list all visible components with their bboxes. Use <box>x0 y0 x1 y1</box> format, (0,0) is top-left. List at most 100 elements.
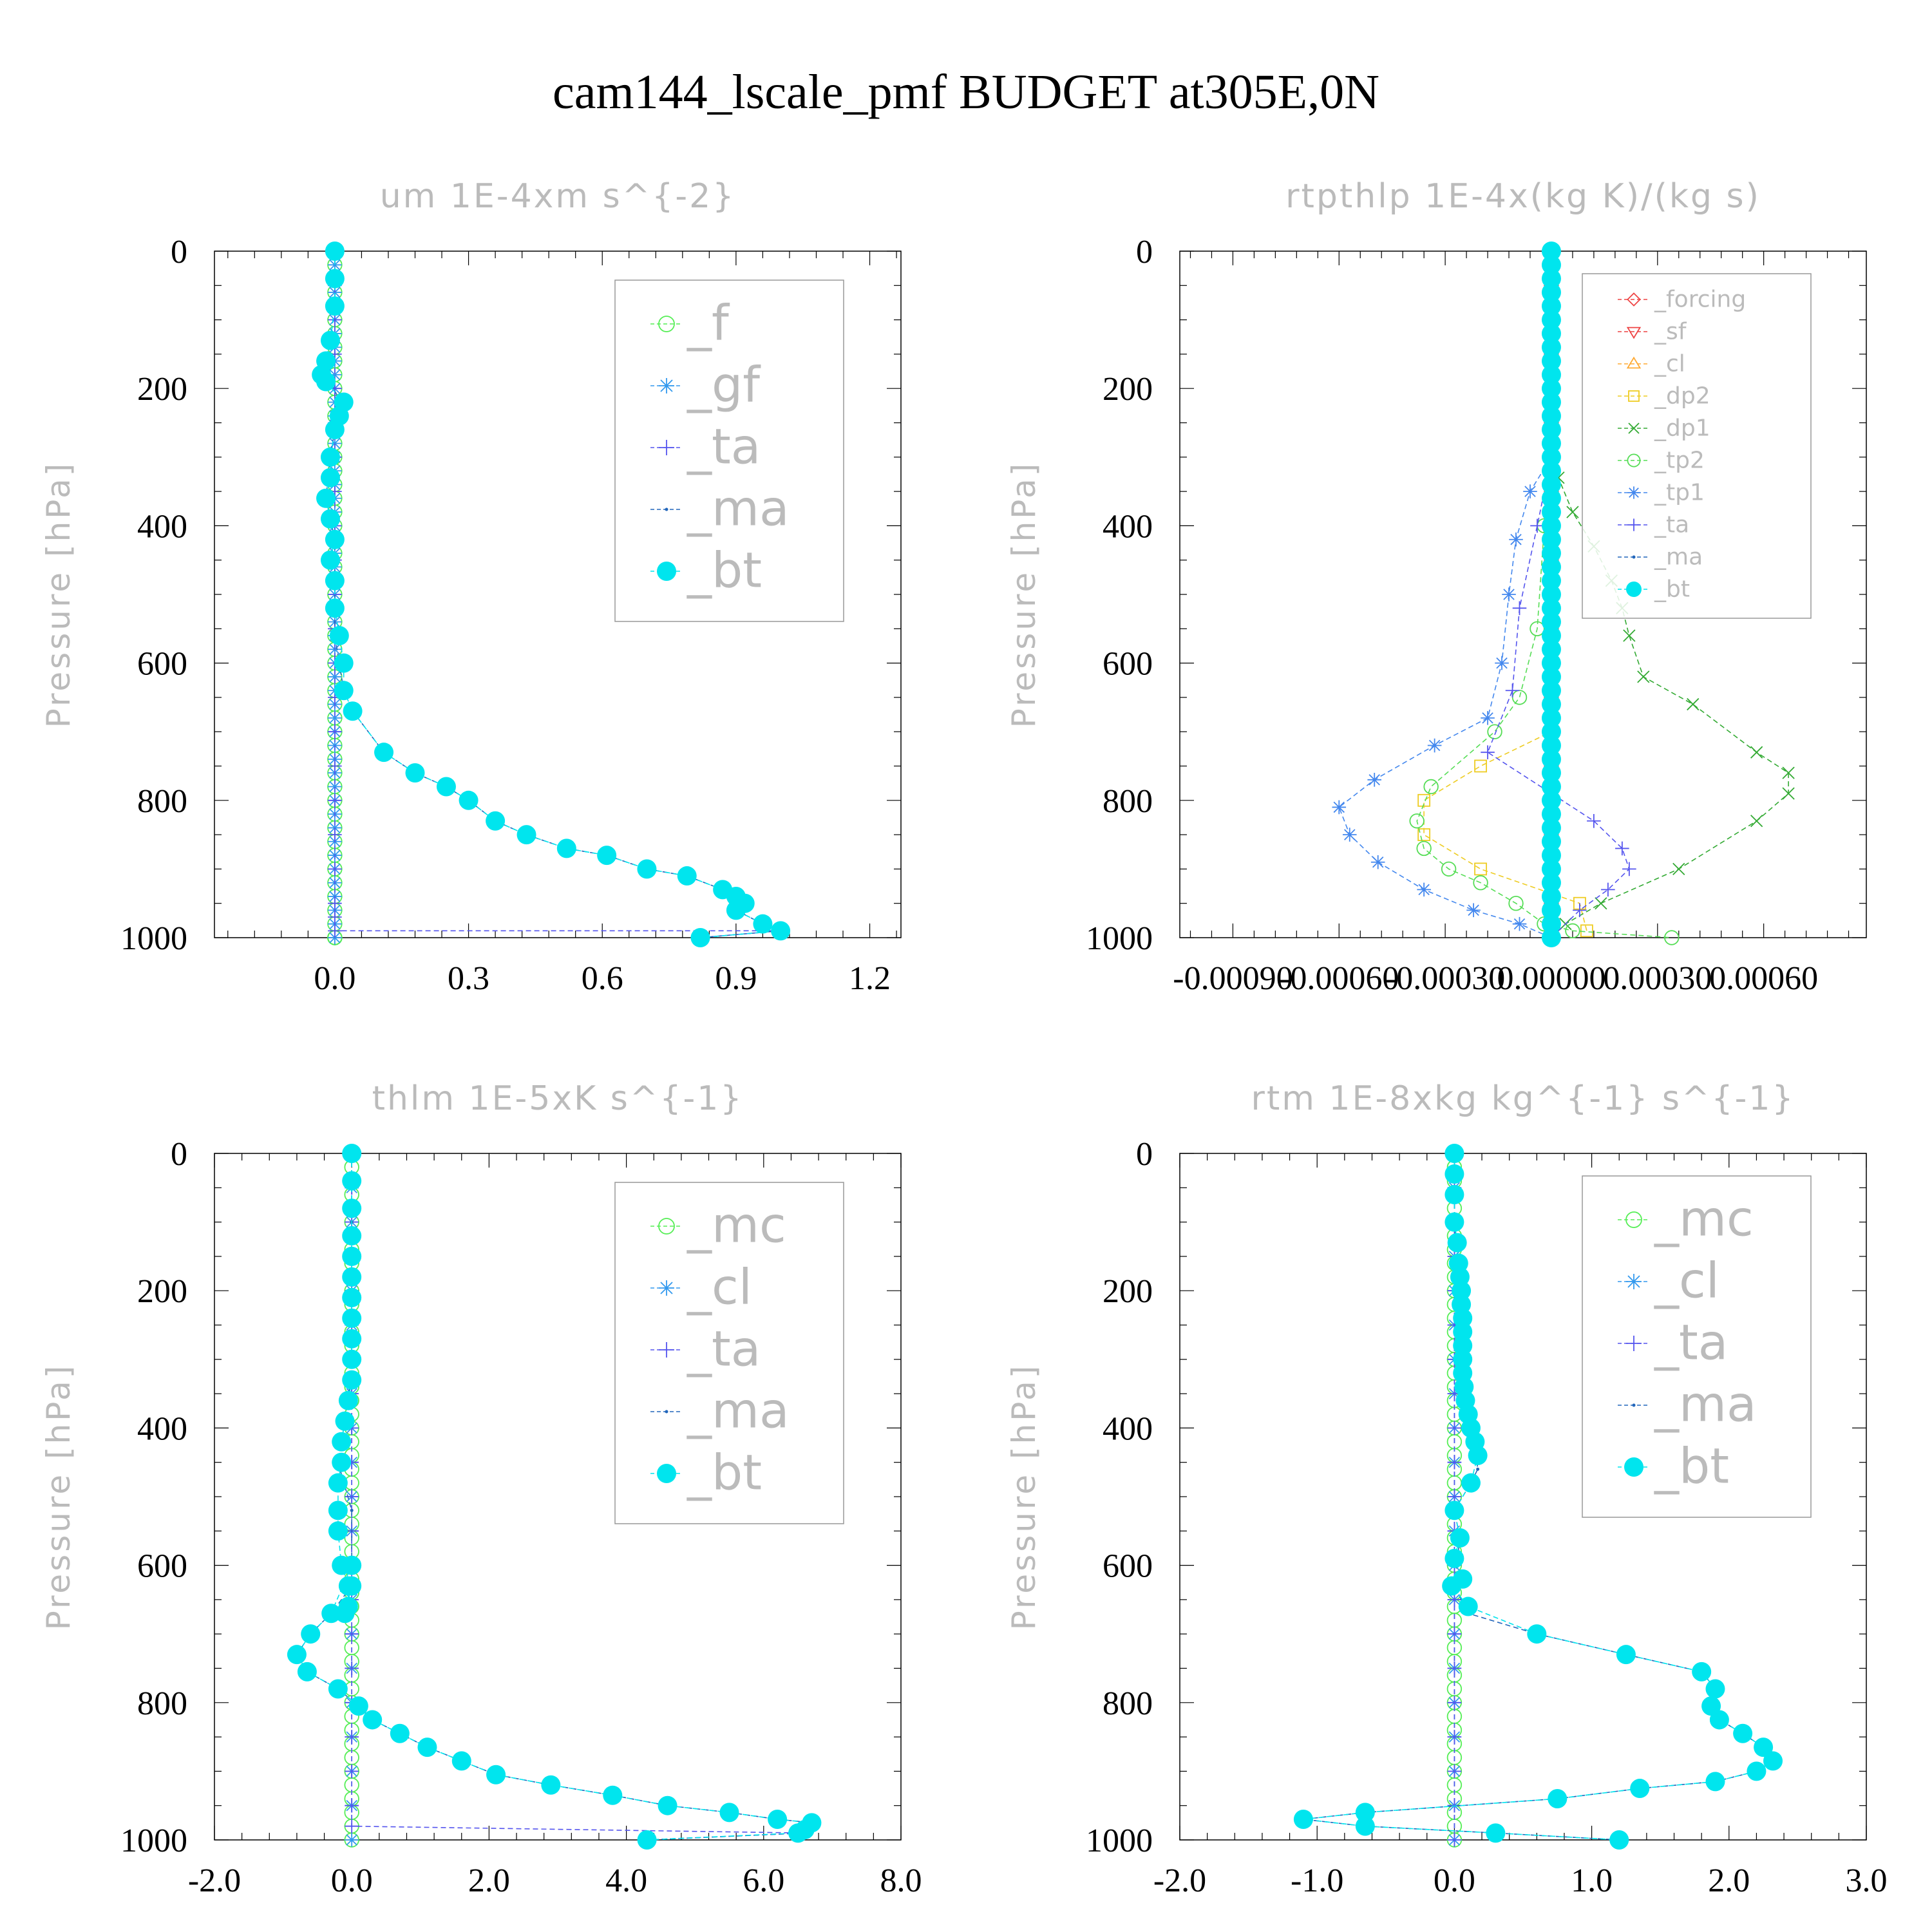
marker-circle <box>1423 779 1439 795</box>
y-tick-label: 1000 <box>120 920 187 957</box>
marker-bigdot <box>1541 475 1561 495</box>
marker-plus <box>659 1342 674 1358</box>
marker-dot <box>665 507 668 511</box>
panels: um 1E-4xm s^{-2} Pressure [hPa] 0 200 400 600… <box>40 177 1888 1899</box>
x-tick-label: 6.0 <box>743 1862 784 1899</box>
marker-x <box>1687 697 1700 711</box>
marker-star <box>1509 532 1523 547</box>
legend-box <box>1582 1175 1812 1518</box>
marker-star <box>328 779 342 794</box>
panel-title: rtpthlp 1E-4x(kg K)/(kg s) <box>1285 177 1761 216</box>
marker-bigdot <box>1442 1576 1462 1596</box>
marker-star <box>1627 486 1640 499</box>
marker-bigdot <box>1692 1662 1712 1681</box>
marker-plus <box>345 1627 359 1641</box>
marker-bigdot <box>1541 928 1561 947</box>
marker-bigdot <box>1541 681 1561 701</box>
marker-circle <box>1664 930 1680 945</box>
marker-bigdot <box>338 1390 358 1410</box>
marker-bigdot <box>1541 790 1561 810</box>
legend-label: _cl <box>1654 351 1685 377</box>
legend-item: _cl <box>1618 351 1685 377</box>
y-tick-label: 1000 <box>1086 1823 1153 1859</box>
marker-bigdot <box>1541 269 1561 289</box>
marker-dot <box>1632 555 1636 559</box>
marker-bigdot <box>1733 1723 1753 1743</box>
legend-label: _ta <box>687 417 761 475</box>
marker-bigdot <box>1541 571 1561 591</box>
legend-item: _bt <box>650 1443 762 1501</box>
marker-circle <box>1416 840 1432 857</box>
y-axis-label: Pressure [hPa] <box>1005 461 1043 728</box>
marker-bigdot <box>1541 887 1561 907</box>
marker-bigdot <box>771 921 791 941</box>
marker-bigdot <box>320 468 340 488</box>
y-tick-label: 400 <box>137 1410 187 1447</box>
marker-bigdot <box>1541 461 1561 481</box>
legend-item: _mc <box>650 1196 786 1253</box>
series-bt <box>1541 242 1561 947</box>
marker-bigdot <box>343 701 363 721</box>
marker-bigdot <box>335 1604 355 1624</box>
y-tick-label: 400 <box>137 508 187 545</box>
legend-item: _ma <box>650 1381 790 1439</box>
panel-title: thlm 1E-5xK s^{-1} <box>372 1079 744 1118</box>
marker-plus <box>345 1490 359 1504</box>
marker-plus <box>328 862 342 876</box>
marker-x <box>1750 746 1763 759</box>
panel-thlm: thlm 1E-5xK s^{-1} Pressure [hPa] 0 200 400 6… <box>40 1079 922 1899</box>
x-tick-label: 1.0 <box>1571 1862 1613 1899</box>
marker-star <box>1481 711 1495 725</box>
y-tick-label: 0 <box>171 1136 187 1173</box>
marker-bigdot <box>753 914 773 934</box>
y-tick-label: 800 <box>137 783 187 820</box>
marker-circle <box>1530 621 1545 637</box>
marker-plus <box>1573 903 1587 918</box>
legend-label: _bt <box>1654 1437 1729 1494</box>
marker-plus <box>345 1764 359 1779</box>
y-tick-label: 0 <box>1136 1136 1153 1173</box>
marker-bigdot <box>1747 1761 1766 1781</box>
marker-plus <box>659 440 674 455</box>
marker-bigdot <box>325 571 345 591</box>
marker-bigdot <box>325 598 345 618</box>
marker-bigdot <box>1453 1322 1473 1342</box>
legend: _mc_cl_ta_ma_bt <box>614 1182 844 1524</box>
legend-label: _ma <box>687 479 790 536</box>
marker-bigdot <box>334 681 354 701</box>
x-tick-label: -2.0 <box>188 1862 241 1899</box>
marker-bigdot <box>325 296 345 316</box>
marker-bigdot <box>332 1432 352 1452</box>
marker-bigdot <box>1355 1816 1375 1836</box>
series-line <box>1416 251 1672 938</box>
marker-star <box>1332 800 1347 815</box>
marker-square <box>1580 924 1593 938</box>
marker-bigdot <box>637 859 657 879</box>
series-bt <box>1293 1144 1783 1850</box>
marker-bigdot <box>342 1329 362 1349</box>
marker-plus <box>1447 1696 1462 1710</box>
series-line <box>1338 251 1552 938</box>
marker-plus <box>345 1819 359 1833</box>
legend-item: _bt <box>650 541 762 598</box>
x-tick-label: 0.0 <box>314 960 355 997</box>
marker-bigdot <box>1486 1823 1506 1843</box>
marker-bigdot <box>297 1662 317 1681</box>
marker-bigdot <box>320 550 340 570</box>
marker-plus <box>1587 813 1601 828</box>
marker-bigdot <box>363 1710 383 1730</box>
marker-circle <box>1627 453 1641 468</box>
marker-bigdot <box>342 1576 362 1596</box>
marker-bigdot <box>516 825 536 845</box>
marker-bigdot <box>1541 365 1561 384</box>
marker-bigdot <box>486 811 506 831</box>
marker-circle <box>1508 895 1524 911</box>
marker-plus <box>1447 1627 1462 1641</box>
marker-bigdot <box>1541 433 1561 453</box>
marker-bigdot <box>1541 420 1561 440</box>
legend: _f_gf_ta_ma_bt <box>614 279 844 622</box>
y-tick-label: 1000 <box>120 1823 187 1859</box>
legend-label: _bt <box>687 1443 762 1501</box>
marker-bigdot <box>316 488 336 508</box>
marker-diamond <box>1627 292 1641 307</box>
